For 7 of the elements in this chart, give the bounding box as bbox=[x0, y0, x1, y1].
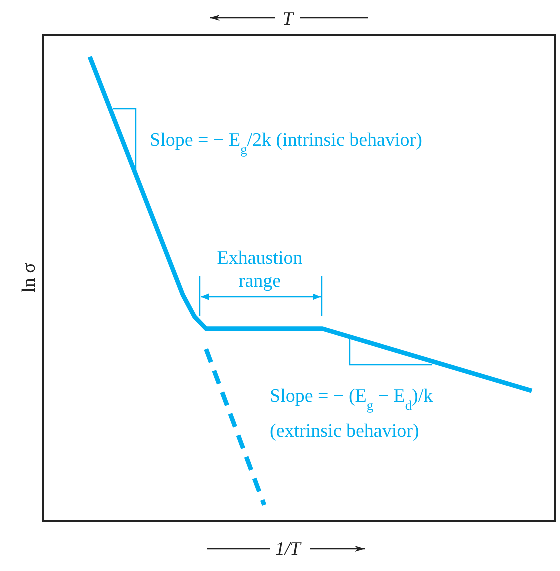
annotation: Slope = − (E$_{g}$ − E$_{d}$)/k bbox=[270, 386, 434, 412]
x2-axis-title: T bbox=[282, 9, 295, 30]
annotation: Exhaustion range bbox=[217, 248, 304, 292]
annotation: (extrinsic behavior) bbox=[270, 421, 420, 442]
annotation: Slope = − E$_{g}$/2k (intrinsic behavior) bbox=[150, 130, 422, 156]
x-axis-title: 1/T bbox=[275, 539, 302, 560]
y-axis-title: ln σ bbox=[19, 263, 40, 293]
